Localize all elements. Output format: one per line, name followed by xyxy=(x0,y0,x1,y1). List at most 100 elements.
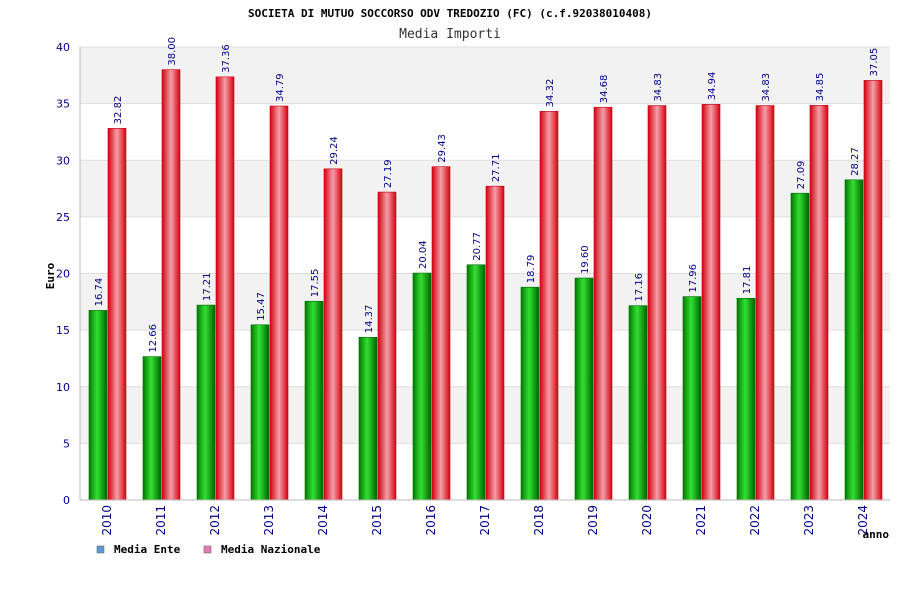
y-axis-ticks: 0 5 10 15 20 25 30 35 40 xyxy=(56,41,70,507)
bar xyxy=(107,128,127,501)
data-label: 34.85 xyxy=(815,73,826,102)
data-label: 27.71 xyxy=(491,154,502,183)
chart-title: SOCIETA DI MUTUO SOCCORSO ODV TREDOZIO (… xyxy=(248,7,652,20)
bar xyxy=(304,300,324,501)
data-label: 17.21 xyxy=(202,272,213,301)
x-tick-label: 2012 xyxy=(208,505,222,536)
bar xyxy=(539,111,559,501)
grid-band xyxy=(80,103,890,161)
y-tick-label: 5 xyxy=(63,437,70,450)
x-axis-ticks: 2010 2011 2012 2013 2014 2015 2016 2017 2018 2019… xyxy=(100,505,870,536)
bar xyxy=(593,106,613,501)
bar xyxy=(755,105,775,501)
bar xyxy=(574,277,594,501)
data-label: 17.55 xyxy=(310,269,321,298)
data-label: 37.05 xyxy=(869,48,880,77)
data-label: 28.27 xyxy=(850,147,861,176)
data-label: 20.77 xyxy=(472,232,483,261)
bar xyxy=(358,336,378,501)
x-tick-label: 2015 xyxy=(370,505,384,536)
y-tick-label: 35 xyxy=(56,98,70,111)
x-tick-label: 2020 xyxy=(640,505,654,536)
data-label: 17.96 xyxy=(688,264,699,293)
x-tick-label: 2024 xyxy=(856,505,870,536)
data-label: 37.36 xyxy=(221,44,232,73)
bar xyxy=(701,104,721,501)
grid-band xyxy=(80,160,890,217)
bar xyxy=(412,272,432,501)
data-label: 32.82 xyxy=(113,96,124,125)
x-axis-label: anno xyxy=(863,528,890,541)
data-label: 34.94 xyxy=(707,72,718,101)
bar xyxy=(809,105,829,501)
bar xyxy=(377,191,397,501)
x-tick-label: 2018 xyxy=(532,505,546,536)
data-label: 34.32 xyxy=(545,79,556,108)
data-label: 12.66 xyxy=(148,324,159,353)
bars xyxy=(88,69,883,501)
data-label: 16.74 xyxy=(94,278,105,307)
legend-swatch-media-nazionale xyxy=(203,545,212,554)
grid-band xyxy=(80,216,890,274)
data-label: 38.00 xyxy=(167,37,178,66)
bar xyxy=(431,166,451,501)
legend: Media Ente Media Nazionale xyxy=(96,543,321,556)
chart-subtitle: Media Importi xyxy=(399,27,501,42)
data-labels: 16.74 32.82 12.66 38.00 17.21 37.36 15.47 34.79… xyxy=(94,37,880,353)
bar xyxy=(88,310,108,501)
bar xyxy=(682,296,702,501)
bar xyxy=(142,356,162,501)
bar xyxy=(215,76,235,501)
legend-label-media-ente: Media Ente xyxy=(114,543,181,556)
bar xyxy=(250,324,270,501)
data-label: 18.79 xyxy=(526,255,537,284)
y-tick-label: 20 xyxy=(56,268,70,281)
bar xyxy=(647,105,667,501)
data-label: 20.04 xyxy=(418,240,429,269)
legend-swatch-media-ente xyxy=(96,545,105,554)
bar xyxy=(323,168,343,501)
data-label: 29.43 xyxy=(437,134,448,163)
data-label: 27.09 xyxy=(796,161,807,190)
data-label: 19.60 xyxy=(580,245,591,274)
y-axis-label: Euro xyxy=(44,262,57,289)
y-tick-label: 40 xyxy=(56,41,70,54)
x-tick-label: 2022 xyxy=(748,505,762,536)
x-tick-label: 2016 xyxy=(424,505,438,536)
y-tick-label: 30 xyxy=(56,154,70,167)
grid-band xyxy=(80,47,890,104)
data-label: 34.79 xyxy=(275,73,286,102)
data-label: 14.37 xyxy=(364,305,375,334)
bar xyxy=(863,80,883,501)
x-tick-label: 2021 xyxy=(694,505,708,536)
bar xyxy=(736,298,756,501)
data-label: 34.83 xyxy=(761,73,772,102)
data-label: 17.81 xyxy=(742,266,753,295)
data-label: 34.83 xyxy=(653,73,664,102)
bar xyxy=(269,105,289,501)
bar xyxy=(161,69,181,501)
x-tick-label: 2011 xyxy=(154,505,168,536)
y-tick-label: 0 xyxy=(63,494,70,507)
bar xyxy=(520,286,540,501)
bar xyxy=(790,192,810,501)
data-label: 34.68 xyxy=(599,75,610,104)
y-tick-label: 10 xyxy=(56,381,70,394)
data-label: 29.24 xyxy=(329,136,340,165)
bar xyxy=(485,185,505,501)
y-tick-label: 15 xyxy=(56,324,70,337)
bar xyxy=(844,179,864,501)
x-tick-label: 2019 xyxy=(586,505,600,536)
data-label: 17.16 xyxy=(634,273,645,302)
y-tick-label: 25 xyxy=(56,211,70,224)
bar xyxy=(628,305,648,501)
bar xyxy=(196,304,216,501)
x-tick-label: 2010 xyxy=(100,505,114,536)
x-tick-label: 2013 xyxy=(262,505,276,536)
data-label: 27.19 xyxy=(383,159,394,188)
x-tick-label: 2014 xyxy=(316,505,330,536)
bar xyxy=(466,264,486,501)
x-tick-label: 2017 xyxy=(478,505,492,536)
x-tick-label: 2023 xyxy=(802,505,816,536)
